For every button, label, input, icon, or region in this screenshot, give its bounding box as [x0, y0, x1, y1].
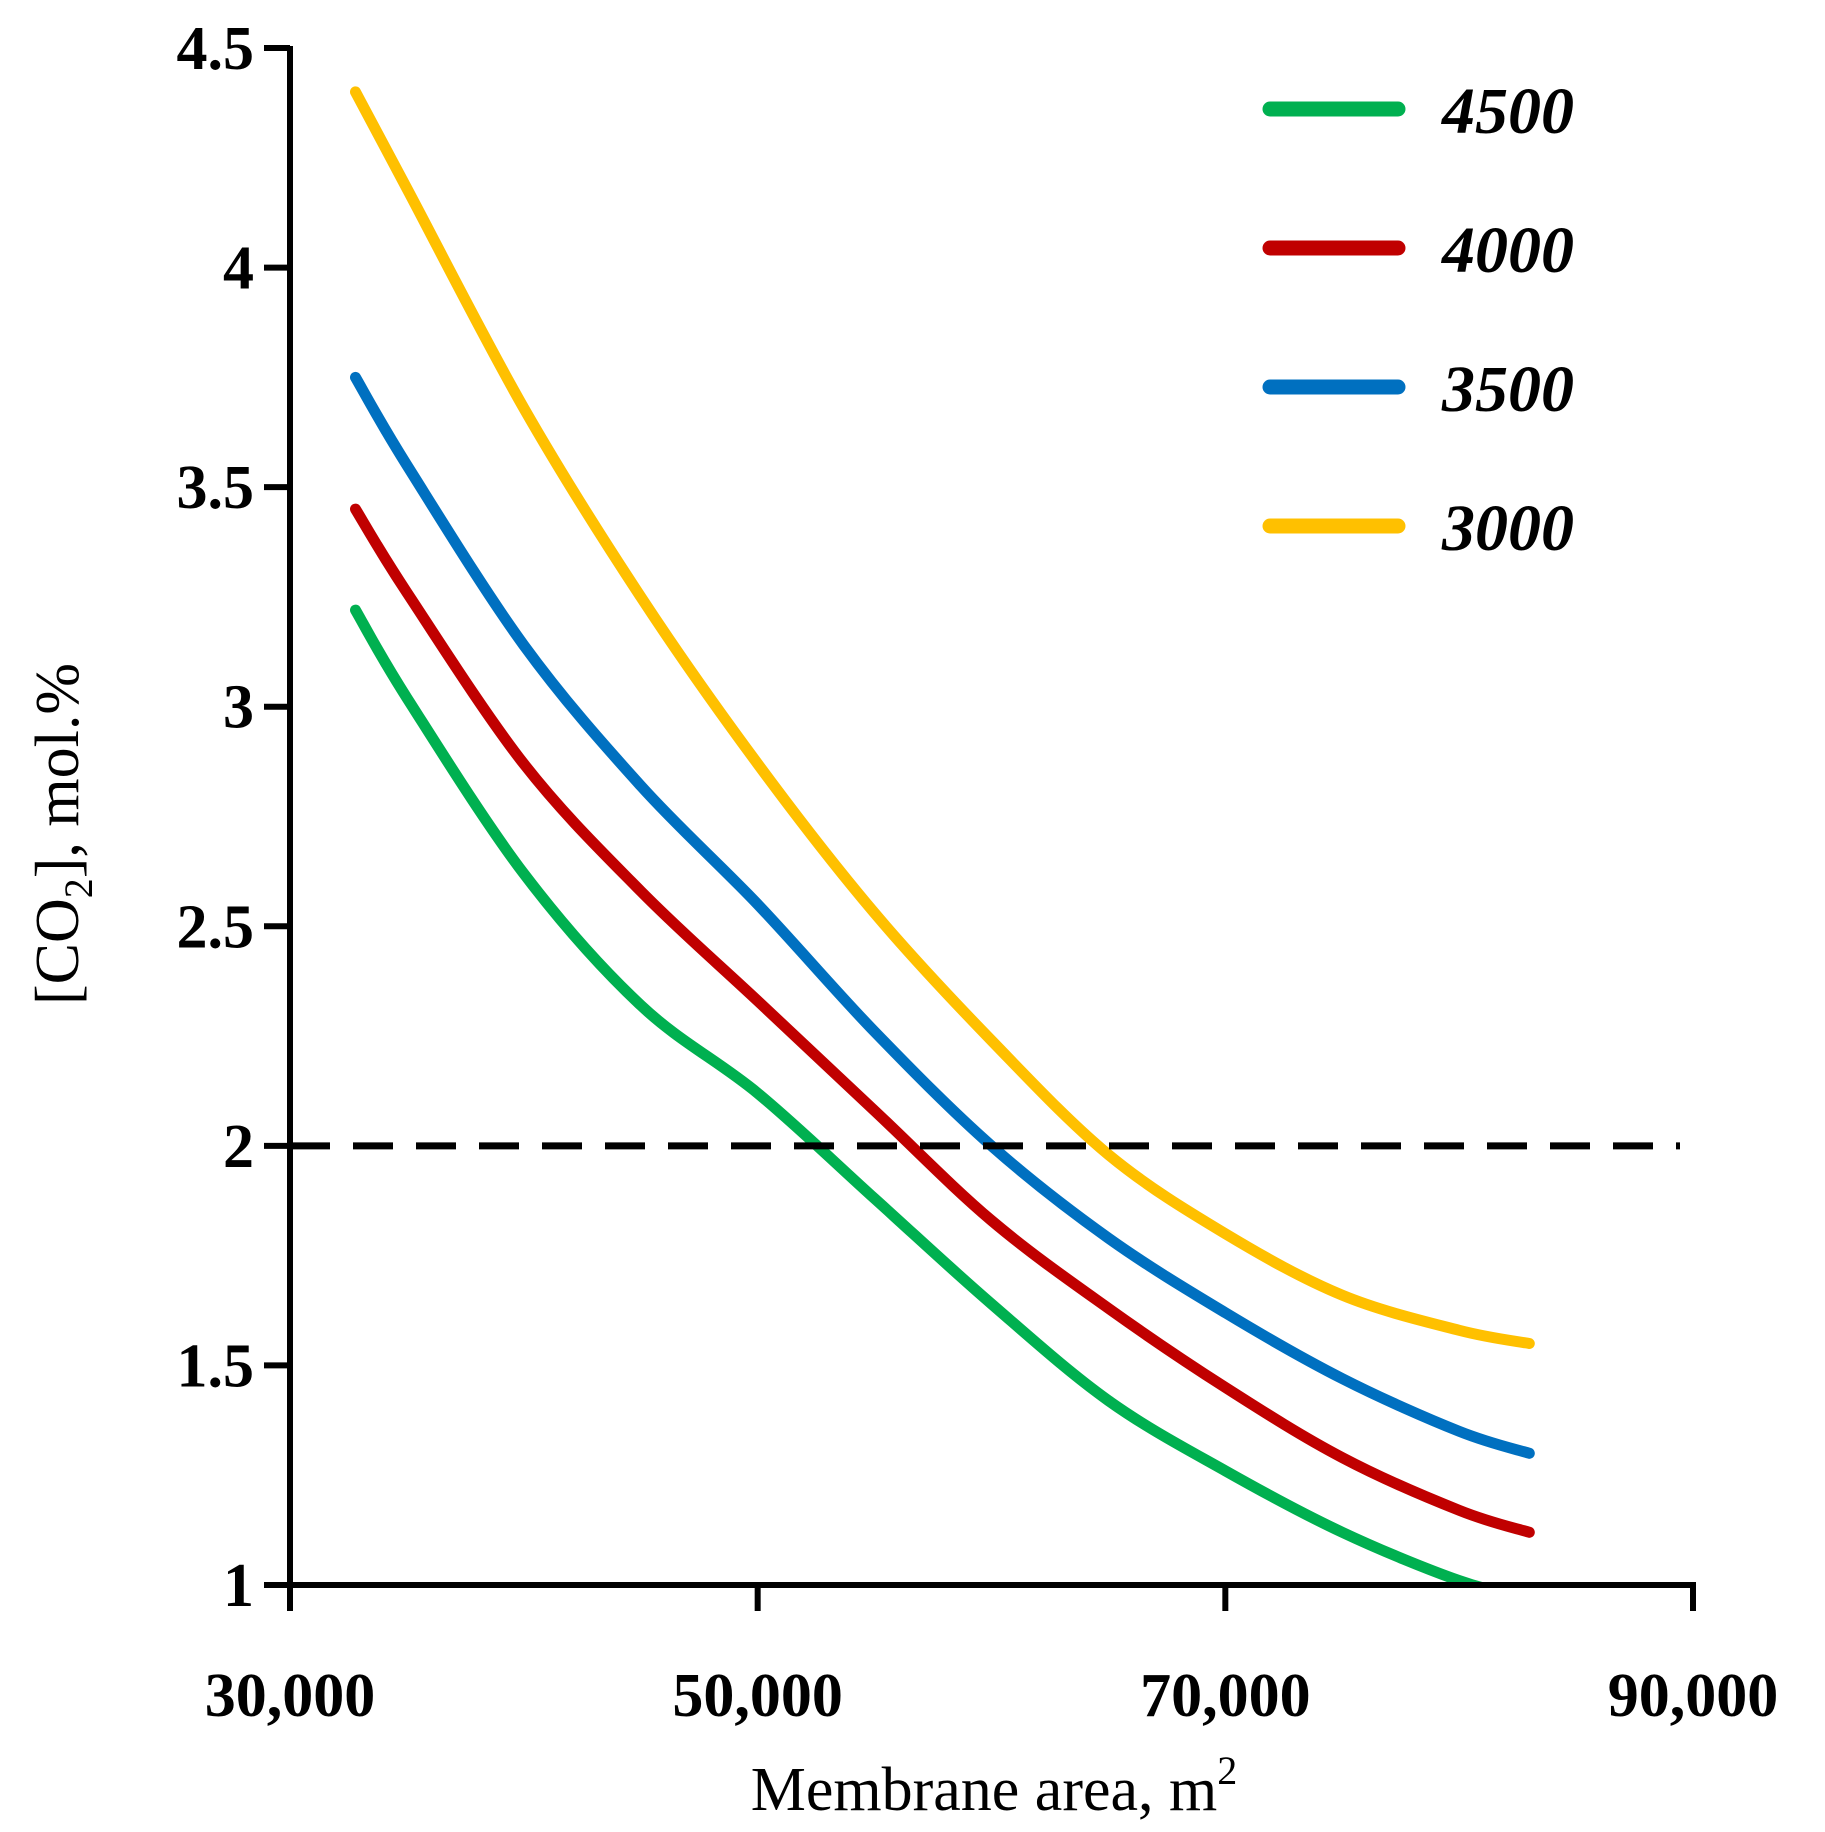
y-tick-label-4: 4 [223, 235, 254, 303]
y-axis-title-tail: ], mol.% [24, 663, 92, 878]
x-axis-title: Membrane area, m2 [751, 1748, 1237, 1824]
y-tick-label-3.5: 3.5 [177, 454, 255, 522]
x-axis-title-sup: 2 [1217, 1748, 1237, 1793]
y-axis-title: [CO2], mol.% [24, 663, 101, 1005]
legend-label-4500: 4500 [1440, 75, 1574, 148]
x-tick-label-70,000: 70,000 [1140, 1662, 1311, 1730]
series-line-4500 [350, 604, 1486, 1583]
y-tick-label-2: 2 [223, 1113, 254, 1181]
y-tick-label-2.5: 2.5 [177, 893, 255, 961]
plot-lines [350, 86, 1535, 1583]
x-tick-label-30,000: 30,000 [205, 1662, 376, 1730]
legend-label-3500: 3500 [1441, 353, 1574, 426]
legend: 4500 4000 3500 3000 [1262, 75, 1574, 565]
y-axis-title-sub: 2 [56, 878, 101, 898]
x-tick-label-90,000: 90,000 [1608, 1662, 1779, 1730]
y-tick-label-1: 1 [223, 1552, 254, 1620]
y-tick-label-4.5: 4.5 [177, 15, 255, 83]
x-axis-title-main: Membrane area, m [751, 1756, 1217, 1824]
y-tick-label-1.5: 1.5 [177, 1332, 255, 1400]
series-line-3500 [350, 371, 1535, 1459]
legend-label-3000: 3000 [1441, 492, 1574, 565]
axes: 1 1.5 2 2.5 3 3.5 4 4.5 30,000 50,000 70,000 90,000 [177, 15, 1779, 1730]
series-line-4000 [350, 503, 1535, 1538]
y-axis-title-main: [CO [24, 898, 92, 1005]
legend-label-4000: 4000 [1440, 214, 1574, 287]
x-tick-label-50,000: 50,000 [672, 1662, 843, 1730]
y-tick-label-3: 3 [223, 674, 254, 742]
series-line-3000 [350, 86, 1535, 1349]
